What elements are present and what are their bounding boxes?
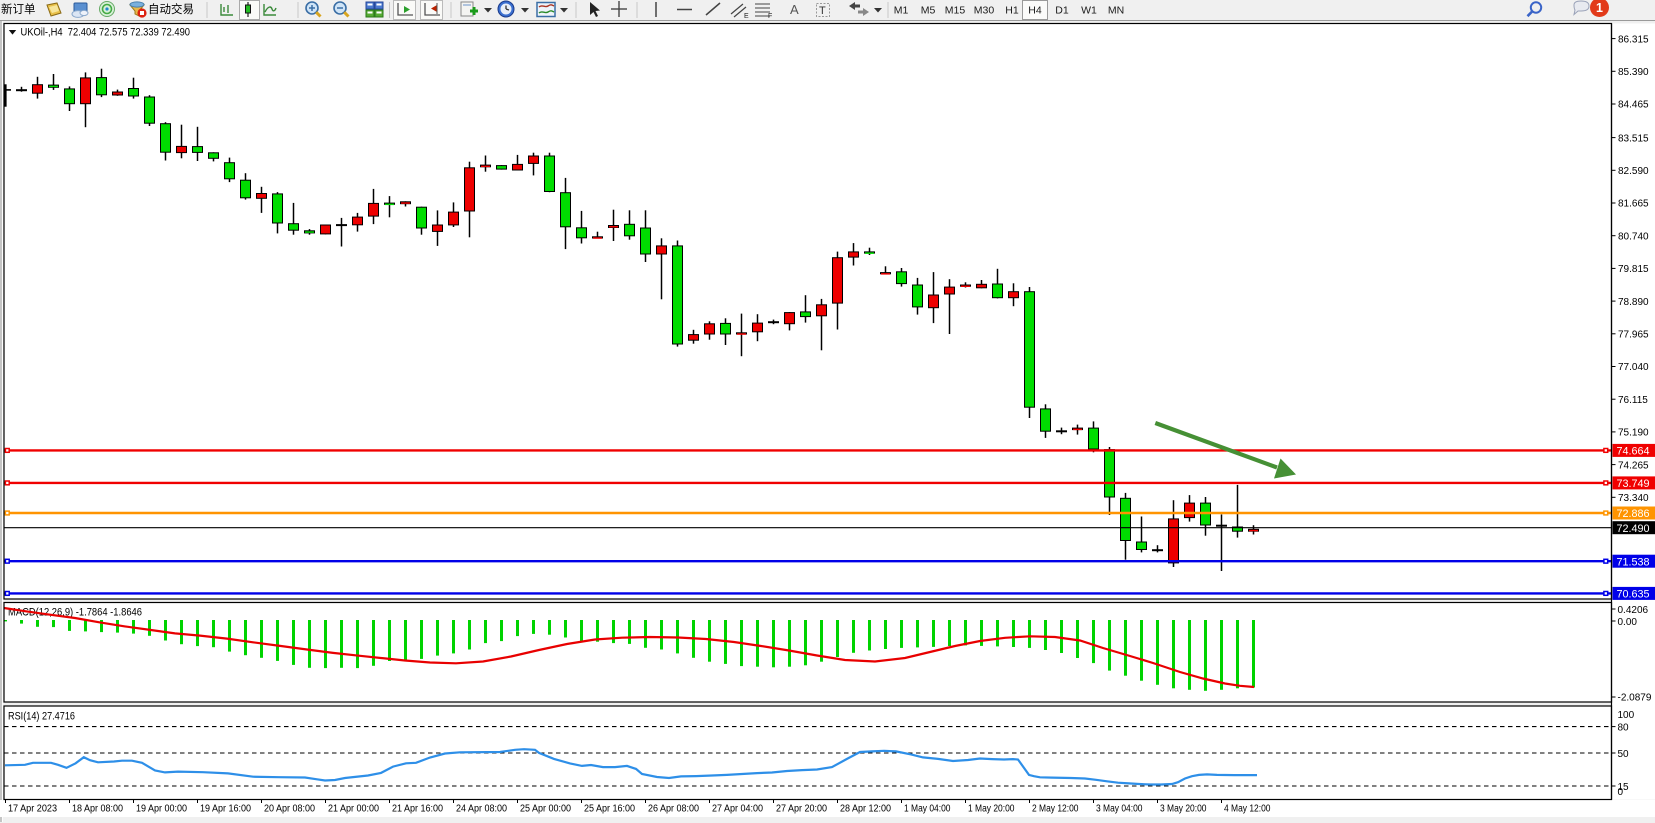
svg-text:70.635: 70.635 [1617,589,1650,601]
svg-text:83.515: 83.515 [1618,133,1649,144]
svg-text:2 May 12:00: 2 May 12:00 [1032,804,1079,815]
svg-text:UKOil-,H4 72.404 72.575 72.33: UKOil-,H4 72.404 72.575 72.339 72.490 [21,26,191,38]
svg-text:F: F [768,13,772,20]
svg-text:RSI(14) 27.4716: RSI(14) 27.4716 [8,711,75,723]
svg-text:72.490: 72.490 [1617,523,1650,535]
svg-text:3 May 20:00: 3 May 20:00 [1160,804,1207,815]
svg-text:21 Apr 00:00: 21 Apr 00:00 [328,804,380,815]
svg-text:84.465: 84.465 [1618,100,1649,111]
svg-text:27 Apr 04:00: 27 Apr 04:00 [712,804,764,815]
svg-text:77.040: 77.040 [1618,362,1649,373]
svg-text:D1: D1 [1055,5,1069,17]
svg-text:1: 1 [1596,1,1603,15]
svg-text:0.00: 0.00 [1618,617,1638,628]
svg-text:4 May 12:00: 4 May 12:00 [1224,804,1271,815]
svg-text:25 Apr 00:00: 25 Apr 00:00 [520,804,572,815]
svg-text:100: 100 [1618,710,1635,721]
svg-text:M1: M1 [894,5,909,17]
svg-text:72.886: 72.886 [1617,508,1650,520]
svg-text:19 Apr 16:00: 19 Apr 16:00 [200,804,252,815]
svg-text:50: 50 [1618,749,1630,760]
svg-text:74.265: 74.265 [1618,460,1649,471]
svg-text:77.965: 77.965 [1618,330,1649,341]
svg-text:M30: M30 [974,5,995,17]
svg-text:74.664: 74.664 [1617,446,1650,458]
svg-text:A: A [790,2,799,17]
svg-text:E: E [744,13,749,20]
svg-text:MACD(12,26,9) -1.7864 -1.8646: MACD(12,26,9) -1.7864 -1.8646 [8,607,142,619]
svg-text:81.665: 81.665 [1618,199,1649,210]
svg-text:H1: H1 [1005,5,1019,17]
svg-text:28 Apr 12:00: 28 Apr 12:00 [840,804,892,815]
svg-text:80: 80 [1618,723,1630,734]
svg-text:1 May 04:00: 1 May 04:00 [904,804,951,815]
svg-text:W1: W1 [1081,5,1097,17]
svg-text:85.390: 85.390 [1618,67,1649,78]
svg-text:1 May 20:00: 1 May 20:00 [968,804,1015,815]
svg-text:76.115: 76.115 [1618,395,1648,406]
svg-text:78.890: 78.890 [1618,297,1649,308]
svg-text:79.815: 79.815 [1618,264,1649,275]
svg-text:19 Apr 00:00: 19 Apr 00:00 [136,804,188,815]
svg-text:24 Apr 08:00: 24 Apr 08:00 [456,804,508,815]
svg-text:-2.0879: -2.0879 [1618,693,1652,704]
svg-text:15: 15 [1618,782,1630,793]
svg-text:20 Apr 08:00: 20 Apr 08:00 [264,804,316,815]
svg-text:27 Apr 20:00: 27 Apr 20:00 [776,804,828,815]
svg-text:0: 0 [1618,787,1624,798]
svg-text:25 Apr 16:00: 25 Apr 16:00 [584,804,636,815]
svg-text:82.590: 82.590 [1618,166,1649,177]
svg-text:自动交易: 自动交易 [148,2,194,16]
svg-text:17 Apr 2023: 17 Apr 2023 [8,804,57,815]
svg-text:86.315: 86.315 [1618,34,1649,45]
svg-text:75.190: 75.190 [1618,428,1649,439]
svg-text:新订单: 新订单 [1,2,36,16]
svg-text:M5: M5 [921,5,936,17]
svg-text:T: T [819,5,826,17]
svg-text:80.740: 80.740 [1618,231,1649,242]
svg-text:MN: MN [1108,5,1124,17]
svg-text:21 Apr 16:00: 21 Apr 16:00 [392,804,444,815]
svg-text:0.4206: 0.4206 [1618,605,1649,616]
svg-text:73.340: 73.340 [1618,493,1649,504]
svg-text:M15: M15 [945,5,966,17]
svg-text:18 Apr 08:00: 18 Apr 08:00 [72,804,124,815]
svg-text:73.749: 73.749 [1617,478,1650,490]
svg-text:71.538: 71.538 [1617,556,1650,568]
svg-text:H4: H4 [1028,5,1042,17]
svg-text:26 Apr 08:00: 26 Apr 08:00 [648,804,700,815]
svg-text:3 May 04:00: 3 May 04:00 [1096,804,1143,815]
